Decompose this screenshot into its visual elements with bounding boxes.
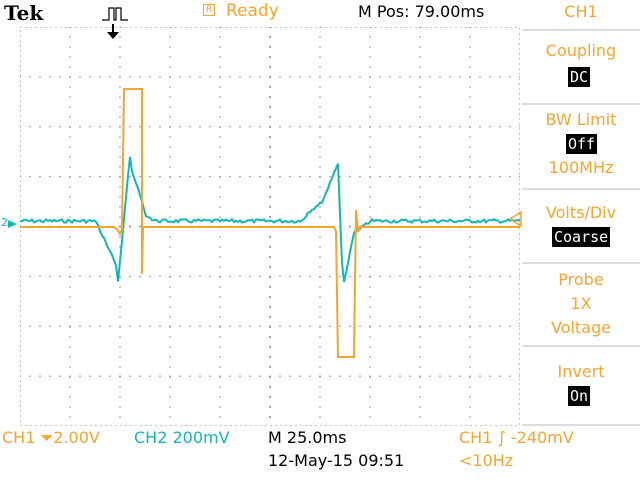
trigger-readout: CH1 ∫ -240mV — [459, 428, 574, 447]
trigger-pulse-icon — [102, 7, 128, 21]
channel-2-marker: 2 — [0, 216, 20, 232]
side-menu: CH1 Coupling DC BW Limit Off 100MHz Volt… — [522, 0, 640, 480]
date-time: 12-May-15 09:51 — [268, 451, 405, 470]
coupling-label: Coupling — [545, 41, 617, 60]
ch1-waveform — [20, 88, 520, 358]
volts-div-menu-button[interactable]: Volts/Div Coarse — [522, 191, 640, 259]
bw-limit-frequency: 100MHz — [548, 158, 614, 177]
ch1-scale: CH1 ⏷2.00V — [2, 428, 100, 447]
down-arrow-icon — [107, 24, 119, 39]
probe-menu-button[interactable]: Probe 1X Voltage — [522, 266, 640, 344]
coupling-menu-button[interactable]: Coupling DC — [522, 33, 640, 98]
coupling-value: DC — [568, 67, 591, 87]
probe-label: Probe — [558, 270, 604, 289]
status-bar: Tek R Ready M Pos: 79.00ms — [0, 0, 640, 26]
menu-title: CH1 — [564, 2, 598, 21]
waveform-display — [19, 26, 521, 430]
bw-limit-menu-button[interactable]: BW Limit Off 100MHz — [522, 106, 640, 184]
volts-div-value: Coarse — [552, 227, 611, 247]
ready-icon: R — [203, 4, 215, 16]
graticule — [19, 26, 521, 426]
horizontal-position: M Pos: 79.00ms — [358, 2, 485, 21]
volts-div-label: Volts/Div — [545, 203, 617, 222]
probe-type: Voltage — [550, 318, 611, 337]
menu-divider — [522, 188, 640, 190]
ch2-waveform — [19, 156, 521, 283]
timebase: M 25.0ms — [268, 428, 347, 447]
invert-label: Invert — [557, 362, 605, 381]
acquisition-status: Ready — [226, 1, 279, 21]
menu-divider — [522, 103, 640, 105]
brand-logo: Tek — [4, 1, 44, 25]
trigger-frequency: <10Hz — [459, 451, 514, 470]
trigger-level-icon — [509, 210, 522, 228]
menu-divider — [522, 262, 640, 264]
menu-divider — [522, 424, 640, 426]
probe-attenuation: 1X — [570, 294, 592, 313]
ground-arrow-icon — [8, 220, 17, 228]
invert-menu-button[interactable]: Invert On — [522, 349, 640, 417]
menu-divider — [522, 345, 640, 347]
invert-value: On — [568, 386, 591, 406]
channel-2-marker-label: 2 — [1, 216, 8, 229]
bw-limit-value: Off — [566, 134, 598, 154]
bw-limit-label: BW Limit — [545, 110, 617, 129]
ch2-scale: CH2 200mV — [134, 428, 230, 447]
menu-divider — [522, 29, 640, 31]
